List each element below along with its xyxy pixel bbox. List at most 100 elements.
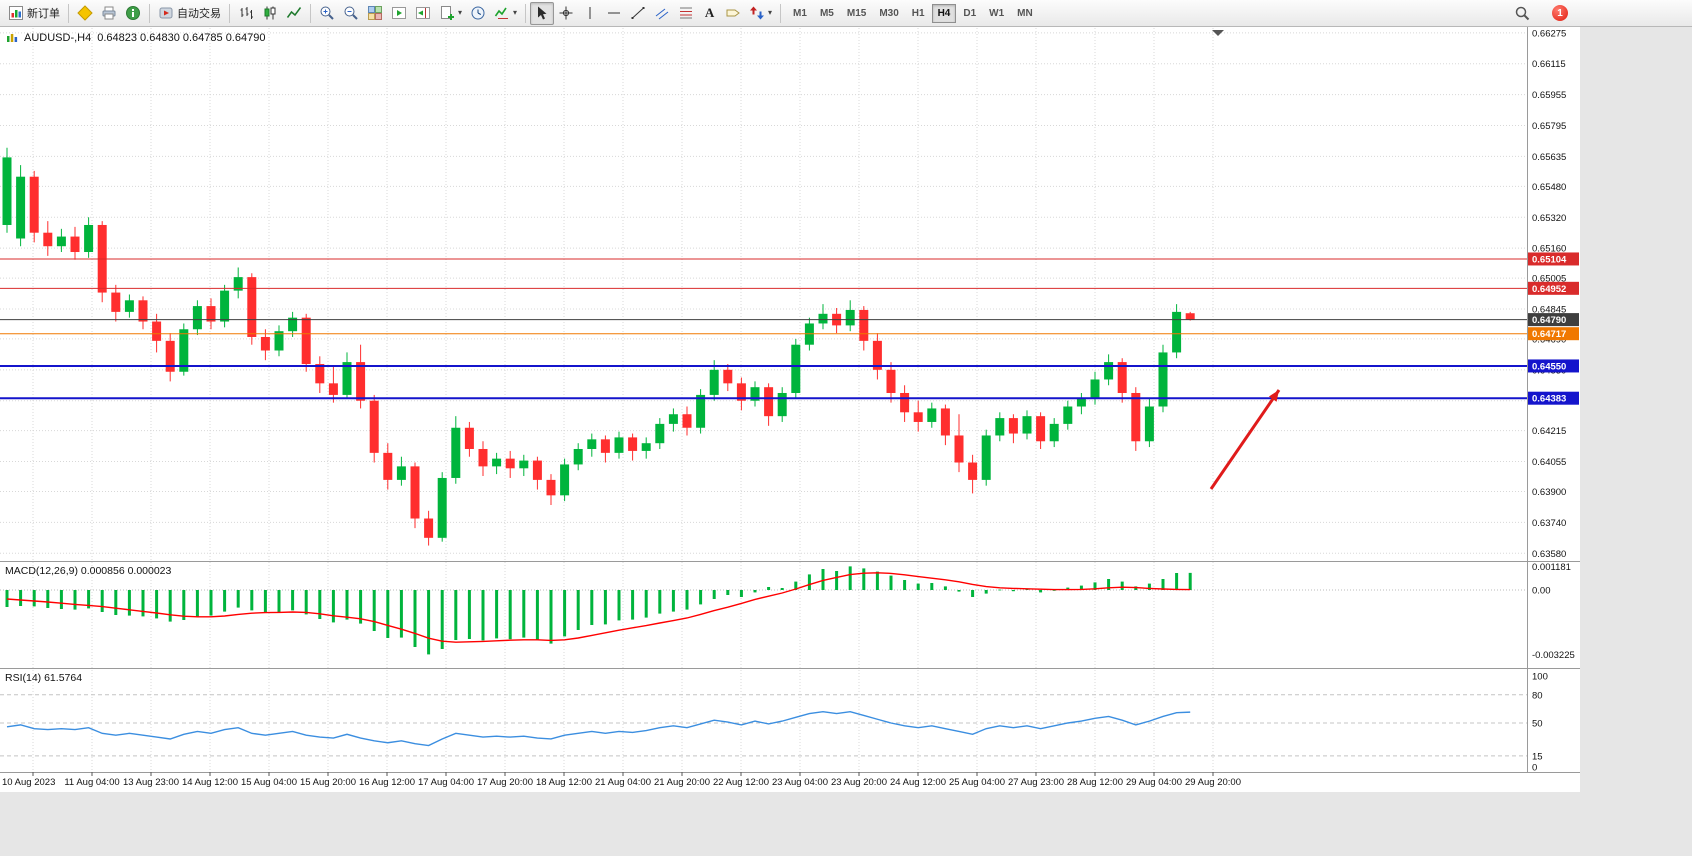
chart-canvas[interactable]: 0.66275 0.66115 0.65955 0.65795 0.65635 0.654… [0,27,1580,792]
arrows-icon [750,6,765,20]
clock-icon [471,6,485,20]
svg-text:15 Aug 20:00: 15 Aug 20:00 [300,777,356,788]
timeframe-button-d1[interactable]: D1 [957,4,982,23]
svg-text:25 Aug 04:00: 25 Aug 04:00 [949,777,1005,788]
candle-body [43,232,53,247]
timeframe-button-w1[interactable]: W1 [983,4,1010,23]
vertical-line-button[interactable] [578,2,602,25]
equidistant-channel-button[interactable] [650,2,674,25]
candle-body [1036,416,1046,442]
svg-text:-0.003225: -0.003225 [1532,650,1575,661]
line-chart-button[interactable] [282,2,306,25]
svg-text:100: 100 [1532,672,1548,683]
candle-body [410,466,420,519]
candle-body [383,452,393,480]
arrows-button[interactable]: ▾ [745,2,776,25]
candle-body [424,518,434,538]
rsi-line [6,711,1191,747]
arrow-annotation[interactable] [1209,389,1281,490]
candle-body [532,460,542,480]
zoom-in-button[interactable] [315,2,339,25]
print-button[interactable] [97,2,121,25]
svg-text:14 Aug 12:00: 14 Aug 12:00 [182,777,238,788]
candle-body [981,435,991,480]
notification-badge[interactable]: 1 [1552,5,1568,21]
candle-body [546,479,556,496]
dropdown-caret-icon: ▾ [458,8,463,17]
level-price-tag[interactable]: 0.64717 [1528,327,1579,341]
candle-body [628,437,638,451]
svg-text:0.64550: 0.64550 [1532,361,1566,372]
toolbar-right-group: 1 [1510,2,1568,25]
zoom-out-button[interactable] [339,2,363,25]
trendline-button[interactable] [626,2,650,25]
zoom-out-icon [344,6,358,20]
crosshair-button[interactable] [554,2,578,25]
candle-body [2,157,12,225]
candle-body [940,408,950,436]
tile-windows-button[interactable] [363,2,387,25]
bar-chart-button[interactable] [234,2,258,25]
timeframe-button-mn[interactable]: MN [1011,4,1039,23]
metaeditor-icon [77,5,93,21]
search-button[interactable] [1510,2,1534,25]
candlestick-chart-button[interactable] [258,2,282,25]
level-price-tag[interactable]: 0.65104 [1528,252,1579,266]
candle-body [1158,352,1168,407]
candle-body [1131,392,1141,442]
candle-body [478,448,488,467]
timeframe-button-m1[interactable]: M1 [787,4,813,23]
clock-button[interactable] [466,2,490,25]
svg-text:0.00: 0.00 [1532,586,1551,597]
metaeditor-button[interactable] [73,2,97,25]
candle-body [301,317,311,365]
svg-text:0.65635: 0.65635 [1532,152,1566,163]
indicators-button[interactable]: ▾ [490,2,521,25]
autotrading-icon [159,7,173,19]
search-icon [1515,6,1530,21]
auto-scroll-button[interactable] [387,2,411,25]
text-label-button[interactable] [721,2,745,25]
timeframe-button-m5[interactable]: M5 [814,4,840,23]
timeframe-button-h4[interactable]: H4 [931,3,957,23]
candle-body [369,400,379,453]
candle-body [791,344,801,393]
fibonacci-button[interactable] [674,2,698,25]
toolbar: 新订单 自动交易 ▾ [0,0,1692,27]
autotrading-button[interactable]: 自动交易 [154,2,225,25]
level-price-tag[interactable]: 0.64383 [1528,391,1579,405]
macd-histogram [5,566,1192,655]
timeframe-button-m15[interactable]: M15 [841,4,872,23]
svg-text:15: 15 [1532,751,1543,762]
text-button[interactable]: A [698,2,721,25]
candle-body [1172,311,1182,353]
timeframe-button-h1[interactable]: H1 [906,4,931,23]
candle-body [1022,416,1032,434]
svg-text:0: 0 [1532,763,1537,774]
candle-body [900,392,910,413]
chart-shift-button[interactable] [411,2,435,25]
candle-body [954,435,964,463]
new-chart-button[interactable]: ▾ [435,2,466,25]
candle-body [968,462,978,480]
candle-body [233,277,243,291]
timeframe-button-m30[interactable]: M30 [873,4,904,23]
shift-marker-icon[interactable] [1212,30,1224,36]
level-price-tag[interactable]: 0.64550 [1528,359,1579,373]
market-info-button[interactable] [121,2,145,25]
level-price-tag[interactable]: 0.64952 [1528,281,1579,295]
candle-body [328,383,338,395]
svg-text:29 Aug 04:00: 29 Aug 04:00 [1126,777,1182,788]
time-axis[interactable]: 10 Aug 2023 11 Aug 04:00 13 Aug 23:00 14 Au… [2,772,1241,788]
svg-text:0.65104: 0.65104 [1532,254,1567,265]
horizontal-line-button[interactable] [602,2,626,25]
new-order-button[interactable]: 新订单 [4,2,64,25]
candle-body [641,443,651,451]
cursor-button[interactable] [530,1,555,25]
candle-body [886,369,896,393]
svg-text:0.64717: 0.64717 [1532,329,1566,340]
candle-body [818,313,828,324]
cursor-icon [538,6,547,20]
svg-text:22 Aug 12:00: 22 Aug 12:00 [713,777,769,788]
bid-price-tag[interactable]: 0.64790 [1528,313,1579,327]
